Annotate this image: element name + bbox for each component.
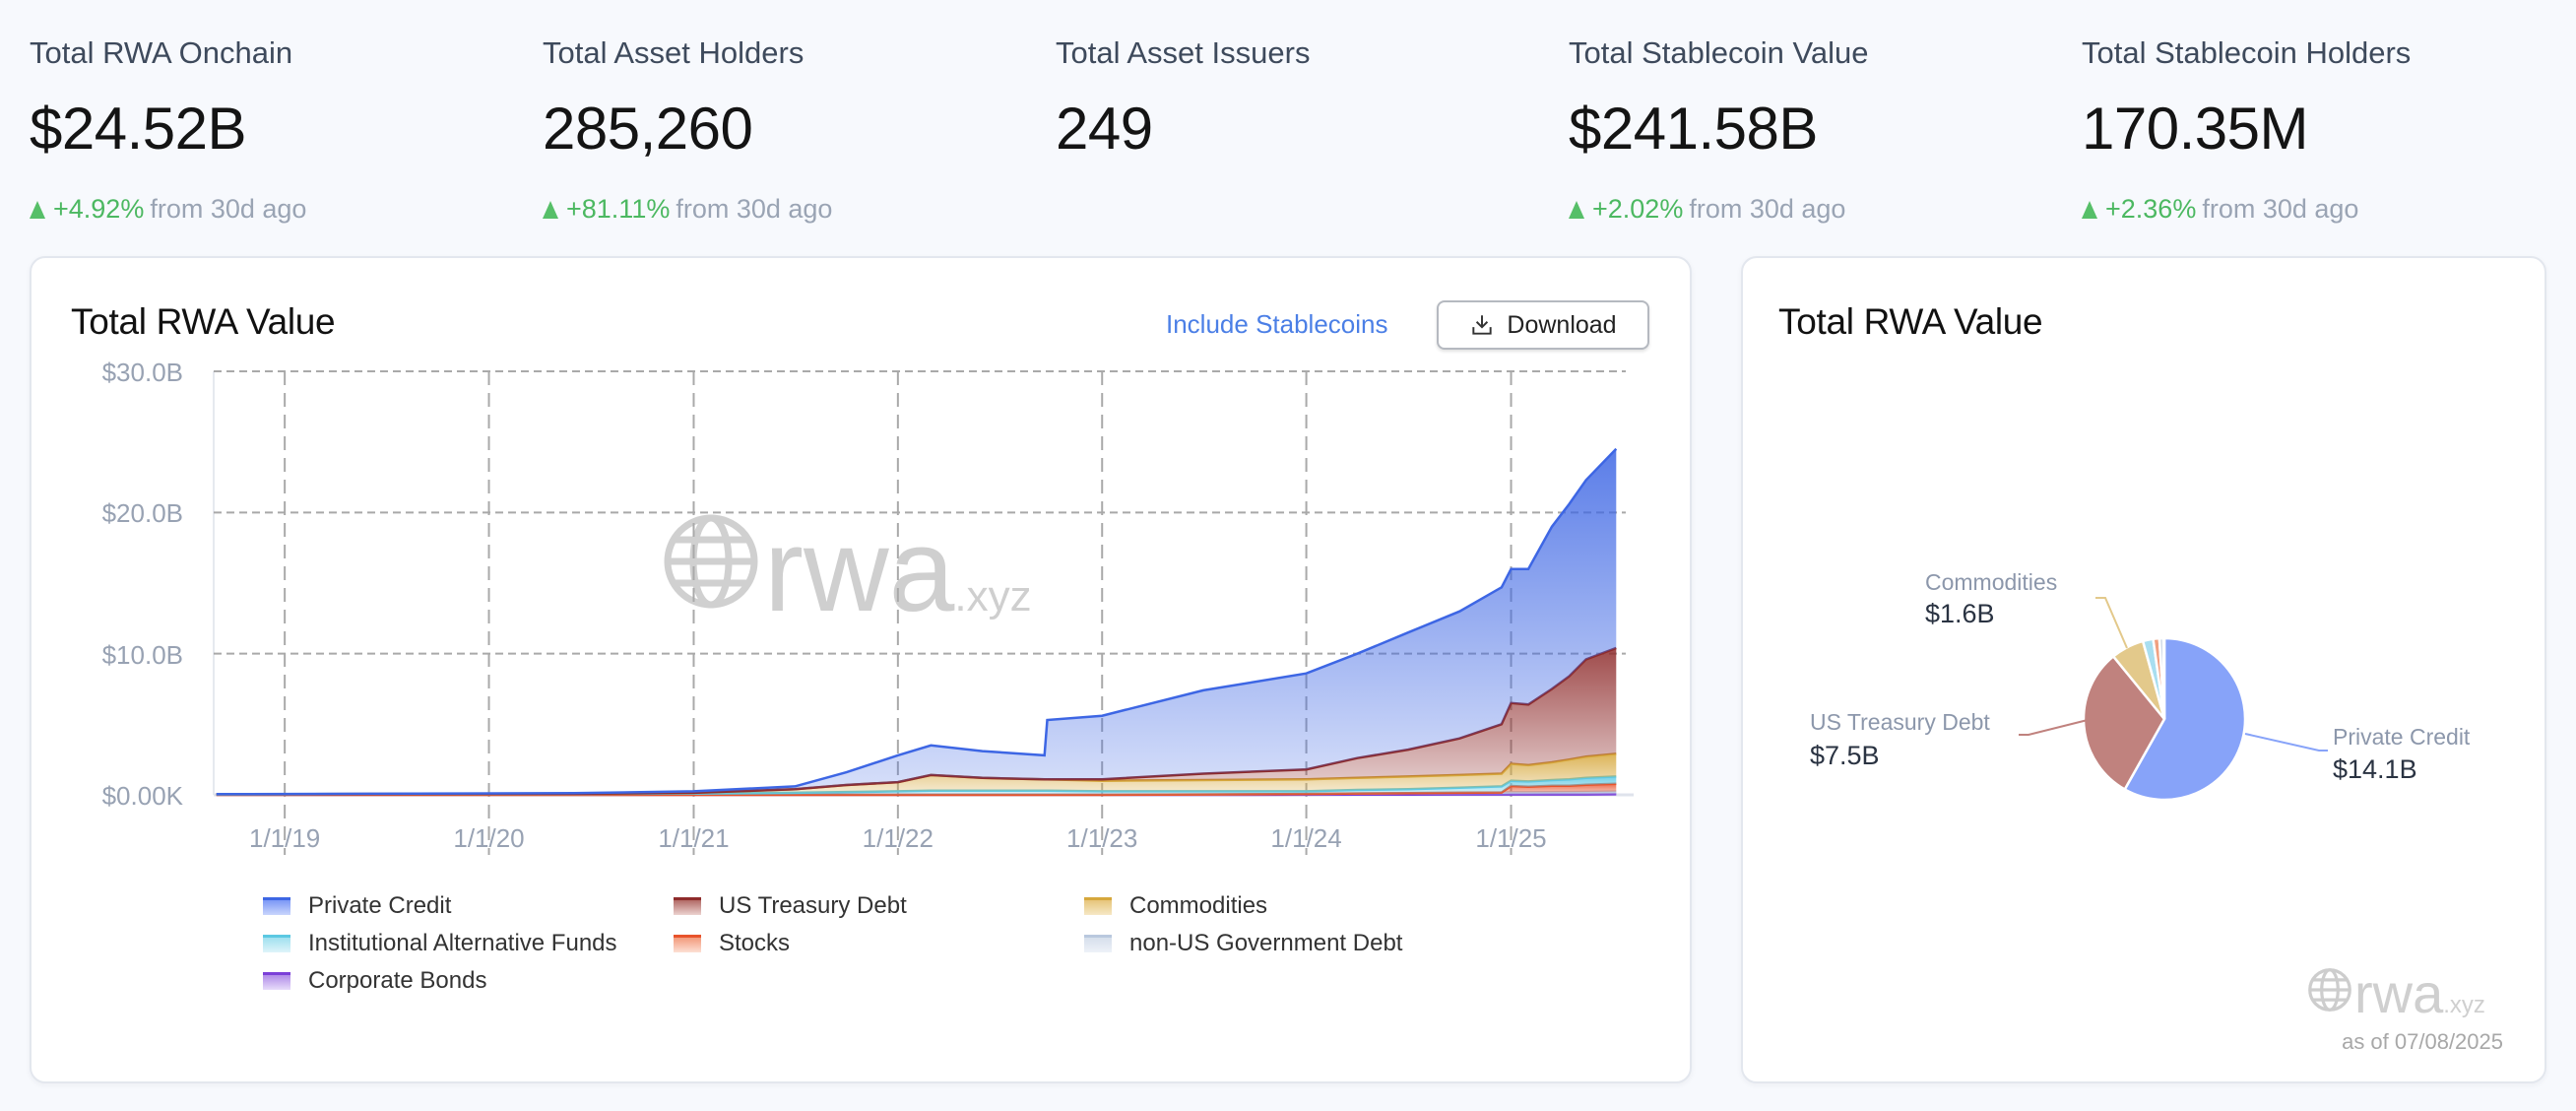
rwa-area-chart-card (30, 256, 1692, 1083)
stat-change: +2.02% from 30d ago (1569, 191, 2061, 227)
stat-label: Total Stablecoin Holders (2082, 35, 2412, 70)
legend-label: Corporate Bonds (308, 967, 487, 994)
y-tick-label: $10.0B (101, 640, 183, 670)
rwa-watermark-logo-small: rwa .xyz (2307, 962, 2485, 1024)
legend-swatch (263, 972, 290, 990)
legend-swatch (263, 935, 290, 952)
legend-label: non-US Government Debt (1129, 930, 1403, 956)
legend-item-institutional-alternative-funds[interactable]: Institutional Alternative Funds (263, 930, 617, 957)
legend-label: Stocks (719, 930, 791, 956)
legend-swatch (1084, 897, 1112, 915)
download-button[interactable]: Download (1437, 300, 1649, 350)
y-tick-label: $20.0B (101, 498, 183, 528)
stat-change: +4.92% from 30d ago (30, 191, 522, 227)
watermark-suffix: .xyz (954, 572, 1032, 621)
change-suffix: from 30d ago (2202, 194, 2359, 224)
stat-value: 285,260 (543, 96, 753, 162)
up-triangle-icon (543, 201, 558, 219)
change-percent: +81.11% (566, 194, 671, 224)
as-of-date: as of 07/08/2025 (2342, 1029, 2503, 1054)
legend-item-us-treasury-debt[interactable]: US Treasury Debt (674, 892, 907, 920)
pie-value-private-credit: $14.1B (2333, 754, 2417, 784)
stat-label: Total RWA Onchain (30, 35, 293, 70)
legend-item-corporate-bonds[interactable]: Corporate Bonds (263, 967, 486, 995)
stat-total-asset-holders: Total Asset Holders 285,260 +81.11% from … (543, 32, 1035, 227)
legend-swatch (263, 897, 290, 915)
stat-total-asset-issuers: Total Asset Issuers 249 (1056, 32, 1548, 163)
pie-value-commodities: $1.6B (1925, 599, 1995, 628)
download-label: Download (1507, 310, 1617, 339)
change-suffix: from 30d ago (676, 194, 833, 224)
stat-total-stablecoin-holders: Total Stablecoin Holders 170.35M +2.36% f… (2082, 32, 2574, 227)
download-icon (1472, 315, 1493, 335)
pie-value-us-treasury-debt: $7.5B (1810, 741, 1880, 770)
up-triangle-icon (1569, 201, 1584, 219)
stat-total-stablecoin-value: Total Stablecoin Value $241.58B +2.02% fr… (1569, 32, 2061, 227)
stat-change: +2.36% from 30d ago (2082, 191, 2574, 227)
legend-swatch (1084, 935, 1112, 952)
pie-label-private-credit: Private Credit (2333, 724, 2471, 750)
pie-label-commodities: Commodities (1925, 569, 2058, 595)
pie-label-us-treasury-debt: US Treasury Debt (1810, 709, 1990, 735)
legend-item-private-credit[interactable]: Private Credit (263, 892, 451, 920)
legend-swatch (674, 897, 701, 915)
rwa-watermark-logo: rwa .xyz (662, 504, 1032, 636)
globe-icon (2308, 968, 2351, 1012)
stat-label: Total Asset Issuers (1056, 35, 1311, 70)
x-tick-label: 1/1/23 (1066, 823, 1138, 853)
stat-value: 170.35M (2082, 96, 2309, 162)
stat-label: Total Stablecoin Value (1569, 35, 1869, 70)
legend-label: Private Credit (308, 892, 452, 919)
watermark-text: rwa (764, 504, 955, 636)
legend-item-commodities[interactable]: Commodities (1084, 892, 1267, 920)
change-suffix: from 30d ago (150, 194, 307, 224)
x-tick-label: 1/1/19 (248, 823, 321, 853)
globe-icon (664, 514, 758, 609)
rwa-pie-chart-card (1741, 256, 2546, 1083)
change-percent: +2.36% (2105, 194, 2197, 224)
legend-item-stocks[interactable]: Stocks (674, 930, 790, 957)
x-tick-label: 1/1/20 (453, 823, 525, 853)
legend-label: Institutional Alternative Funds (308, 930, 617, 956)
pie-chart-title: Total RWA Value (1778, 301, 2043, 342)
stat-value: 249 (1056, 96, 1153, 162)
stat-total-rwa-onchain: Total RWA Onchain $24.52B +4.92% from 30d… (30, 32, 522, 227)
up-triangle-icon (2082, 201, 2097, 219)
x-tick-label: 1/1/25 (1475, 823, 1547, 853)
stat-change: +81.11% from 30d ago (543, 191, 1035, 227)
stat-value: $241.58B (1569, 96, 1818, 162)
change-percent: +2.02% (1592, 194, 1684, 224)
include-stablecoins-toggle[interactable]: Include Stablecoins (1166, 309, 1388, 339)
x-tick-label: 1/1/22 (862, 823, 934, 853)
y-tick-label: $0.00K (101, 781, 183, 811)
legend-swatch (674, 935, 701, 952)
y-tick-label: $30.0B (101, 358, 183, 387)
x-tick-label: 1/1/24 (1270, 823, 1342, 853)
watermark-text: rwa (2354, 962, 2444, 1024)
legend-item-non-us-government-debt[interactable]: non-US Government Debt (1084, 930, 1402, 957)
up-triangle-icon (30, 201, 45, 219)
area-chart-title: Total RWA Value (71, 301, 336, 342)
change-suffix: from 30d ago (1689, 194, 1846, 224)
stat-value: $24.52B (30, 96, 247, 162)
legend-label: US Treasury Debt (719, 892, 907, 919)
x-tick-label: 1/1/21 (658, 823, 730, 853)
legend-label: Commodities (1129, 892, 1268, 919)
stat-label: Total Asset Holders (543, 35, 805, 70)
change-percent: +4.92% (53, 194, 145, 224)
watermark-suffix: .xyz (2443, 992, 2485, 1018)
